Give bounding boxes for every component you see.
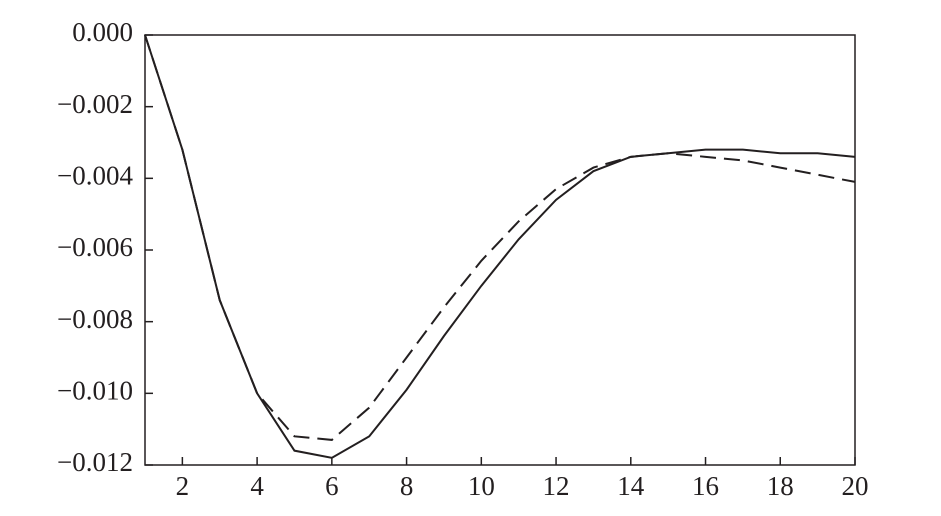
y-tick-label: −0.002 [57, 89, 133, 119]
x-tick-label: 8 [400, 471, 414, 501]
series-line [144, 34, 856, 459]
y-tick-label: −0.012 [57, 447, 133, 477]
series-line [144, 34, 856, 441]
y-tick-label: −0.006 [57, 232, 133, 262]
x-tick-label: 10 [468, 471, 495, 501]
x-tick-label: 14 [617, 471, 645, 501]
x-tick-label: 6 [325, 471, 339, 501]
plot-frame [144, 34, 856, 466]
y-tick-label: −0.010 [57, 376, 133, 406]
y-tick-label: 0.000 [72, 17, 133, 47]
x-tick-label: 20 [842, 471, 869, 501]
x-tick-label: 16 [692, 471, 719, 501]
x-tick-label: 4 [250, 471, 264, 501]
y-tick-label: −0.004 [57, 161, 133, 191]
x-tick-label: 12 [543, 471, 570, 501]
y-tick-label: −0.008 [57, 304, 133, 334]
x-tick-label: 2 [176, 471, 190, 501]
x-tick-label: 18 [767, 471, 794, 501]
